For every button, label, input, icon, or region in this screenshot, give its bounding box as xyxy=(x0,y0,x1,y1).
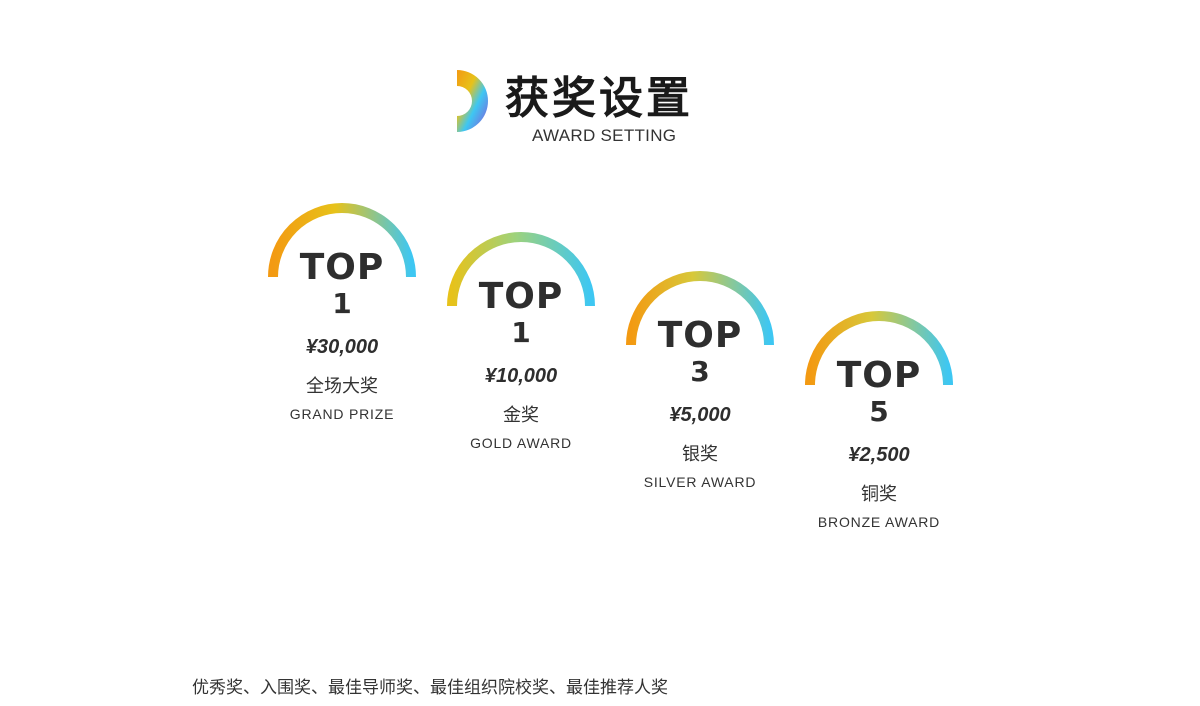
top-label: TOP xyxy=(836,355,922,396)
award-name-cn: 银奖 xyxy=(682,444,718,465)
award-card-silver: TOP 3 ¥5,000 银奖 SILVER AWARD xyxy=(626,271,774,601)
arch-frame xyxy=(447,232,595,557)
prize-amount: ¥10,000 xyxy=(484,365,558,387)
section-subtitle: AWARD SETTING xyxy=(532,126,677,145)
award-content: TOP 3 ¥5,000 银奖 SILVER AWARD xyxy=(626,317,774,491)
other-awards-text: 优秀奖、入围奖、最佳导师奖、最佳组织院校奖、最佳推荐人奖 xyxy=(192,678,668,698)
section-header: 获奖设置 AWARD SETTING xyxy=(455,62,715,152)
prize-amount: ¥2,500 xyxy=(848,444,910,466)
award-card-bronze: TOP 5 ¥2,500 铜奖 BRONZE AWARD xyxy=(805,311,953,641)
prize-amount: ¥30,000 xyxy=(305,336,379,358)
award-content: TOP 1 ¥10,000 金奖 GOLD AWARD xyxy=(447,278,595,452)
d-shape-gradient-icon xyxy=(457,70,488,132)
rank-number: 1 xyxy=(511,316,531,349)
award-card-grand-prize: TOP 1 ¥30,000 全场大奖 GRAND PRIZE xyxy=(268,203,416,533)
award-name-en: SILVER AWARD xyxy=(643,474,757,490)
award-name-en: GRAND PRIZE xyxy=(289,406,395,422)
arch-frame xyxy=(626,271,774,601)
award-name-cn: 金奖 xyxy=(503,405,539,426)
arch-frame xyxy=(805,311,953,641)
award-name-cn: 铜奖 xyxy=(861,484,897,505)
rank-number: 5 xyxy=(869,395,889,428)
award-name-cn: 全场大奖 xyxy=(306,376,378,397)
prize-amount: ¥5,000 xyxy=(669,404,731,426)
top-label: TOP xyxy=(478,276,564,317)
award-name-en: BRONZE AWARD xyxy=(817,514,941,530)
top-label: TOP xyxy=(299,247,385,288)
section-title: 获奖设置 xyxy=(505,73,693,124)
top-label: TOP xyxy=(657,315,743,356)
award-content: TOP 1 ¥30,000 全场大奖 GRAND PRIZE xyxy=(268,249,416,423)
award-name-en: GOLD AWARD xyxy=(470,435,572,451)
rank-number: 1 xyxy=(332,287,352,320)
award-card-gold: TOP 1 ¥10,000 金奖 GOLD AWARD xyxy=(447,232,595,557)
award-content: TOP 5 ¥2,500 铜奖 BRONZE AWARD xyxy=(805,357,953,531)
arch-frame xyxy=(268,203,416,533)
rank-number: 3 xyxy=(690,355,710,388)
